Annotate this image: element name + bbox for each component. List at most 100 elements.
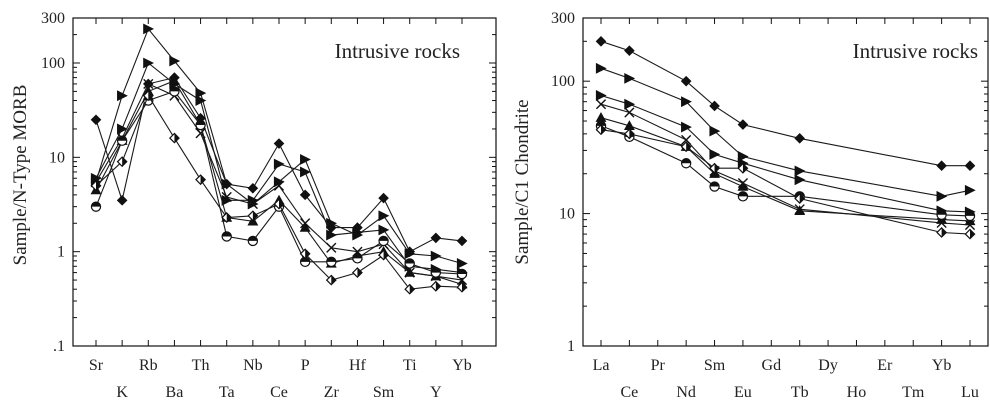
left-data-point — [430, 280, 442, 292]
right-series-4 — [595, 99, 976, 231]
right-x-tick-label: Ce — [620, 384, 638, 401]
left-x-tick-label: Rb — [139, 357, 158, 374]
left-data-point — [378, 235, 389, 247]
right-x-tick-label: Dy — [818, 357, 838, 374]
right-series-7 — [595, 124, 976, 240]
right-data-point — [794, 193, 806, 204]
left-x-tick-label: Nb — [243, 357, 263, 374]
left-data-point — [247, 235, 259, 247]
left-y-tick-label: .1 — [53, 338, 65, 355]
right-data-point — [681, 96, 692, 108]
left-x-tick-label: K — [116, 384, 128, 401]
right-data-point — [964, 184, 976, 196]
left-data-point — [351, 267, 363, 279]
left-data-point — [325, 222, 337, 233]
right-y-tick-label: 1 — [567, 338, 575, 355]
right-data-point — [680, 75, 692, 87]
left-data-point — [273, 138, 285, 149]
left-data-point — [404, 258, 415, 269]
right-data-point — [794, 174, 806, 186]
left-x-tick-label: Sr — [89, 357, 104, 374]
right-series-line — [600, 125, 971, 217]
left-data-point — [430, 267, 442, 278]
left-y-tick-label: 1 — [57, 244, 65, 261]
left-data-point — [247, 198, 258, 210]
left-data-point — [325, 274, 337, 286]
left-data-point — [90, 114, 102, 126]
left-data-point — [221, 178, 233, 190]
right-data-point — [624, 45, 635, 56]
left-data-point — [169, 55, 181, 67]
right-series-line — [600, 117, 971, 222]
left-data-point — [221, 191, 232, 203]
left-data-point — [430, 250, 442, 262]
left-data-point — [378, 249, 390, 261]
right-data-point — [595, 62, 607, 74]
right-data-point — [794, 205, 806, 215]
left-y-tick-label: 300 — [41, 10, 65, 27]
right-y-tick-label: 100 — [551, 73, 575, 90]
left-data-point — [221, 212, 233, 223]
right-x-tick-label: Er — [877, 357, 893, 374]
left-data-point — [299, 248, 311, 260]
left-data-point — [300, 166, 311, 178]
left-x-tick-label: Ti — [403, 357, 417, 374]
left-y-tick-label: 10 — [49, 149, 65, 166]
left-x-tick-label: Yb — [452, 357, 472, 374]
right-data-point — [595, 124, 607, 136]
right-x-tick-label: Eu — [734, 384, 752, 401]
right-data-point — [794, 133, 805, 144]
left-data-point — [378, 210, 390, 222]
right-data-point — [709, 181, 720, 192]
left-chart-title: Intrusive rocks — [335, 39, 460, 63]
left-data-point — [273, 198, 285, 210]
left-data-point — [116, 156, 128, 168]
right-series-line — [600, 40, 970, 167]
left-y-axis-title: Sample/N-Type MORB — [10, 85, 31, 266]
left-data-point — [247, 182, 259, 194]
right-y-tick-label: 10 — [559, 206, 575, 223]
left-data-point — [378, 192, 389, 204]
left-data-point — [168, 132, 180, 144]
left-data-point — [326, 242, 337, 253]
left-data-point — [90, 180, 102, 192]
right-series-1 — [595, 36, 976, 171]
right-data-point — [709, 125, 721, 137]
right-chart-title: Intrusive rocks — [853, 39, 978, 63]
right-x-tick-label: La — [593, 357, 610, 374]
right-data-point — [595, 36, 607, 47]
right-data-point — [681, 134, 692, 146]
right-data-point — [936, 160, 947, 171]
left-x-tick-label: Zr — [324, 384, 340, 401]
left-chart-morb: Intrusive rocks Sample/N-Type MORB .1 1 10… — [10, 10, 497, 401]
right-data-point — [681, 121, 692, 133]
right-data-point — [964, 160, 976, 171]
left-plot-frame — [72, 17, 497, 347]
right-chart-chondrite: Intrusive rocks Sample/C1 Chondrite 1 10 1… — [512, 10, 989, 401]
right-series-line — [600, 67, 971, 197]
left-data-point — [143, 78, 154, 90]
right-data-point — [964, 210, 976, 222]
right-data-point — [936, 227, 948, 238]
right-plot-frame — [582, 17, 989, 347]
right-series-line — [600, 94, 971, 213]
right-data-point — [709, 100, 720, 112]
left-x-tick-label: Sm — [373, 384, 395, 401]
right-data-point — [624, 107, 635, 118]
left-data-point — [168, 75, 180, 85]
left-data-point — [352, 222, 363, 233]
left-data-point — [195, 119, 206, 131]
right-data-point — [709, 162, 720, 174]
left-data-point — [378, 224, 390, 236]
right-data-point — [737, 119, 749, 130]
right-data-point — [680, 158, 692, 169]
left-series-6 — [90, 86, 468, 280]
right-x-tick-label: Sm — [704, 357, 726, 374]
left-data-point — [326, 256, 337, 268]
right-x-tick-label: Tm — [902, 384, 925, 401]
right-data-point — [737, 151, 749, 162]
right-data-point — [737, 162, 749, 174]
left-data-point — [404, 246, 416, 257]
right-x-tick-label: Nd — [676, 384, 696, 401]
